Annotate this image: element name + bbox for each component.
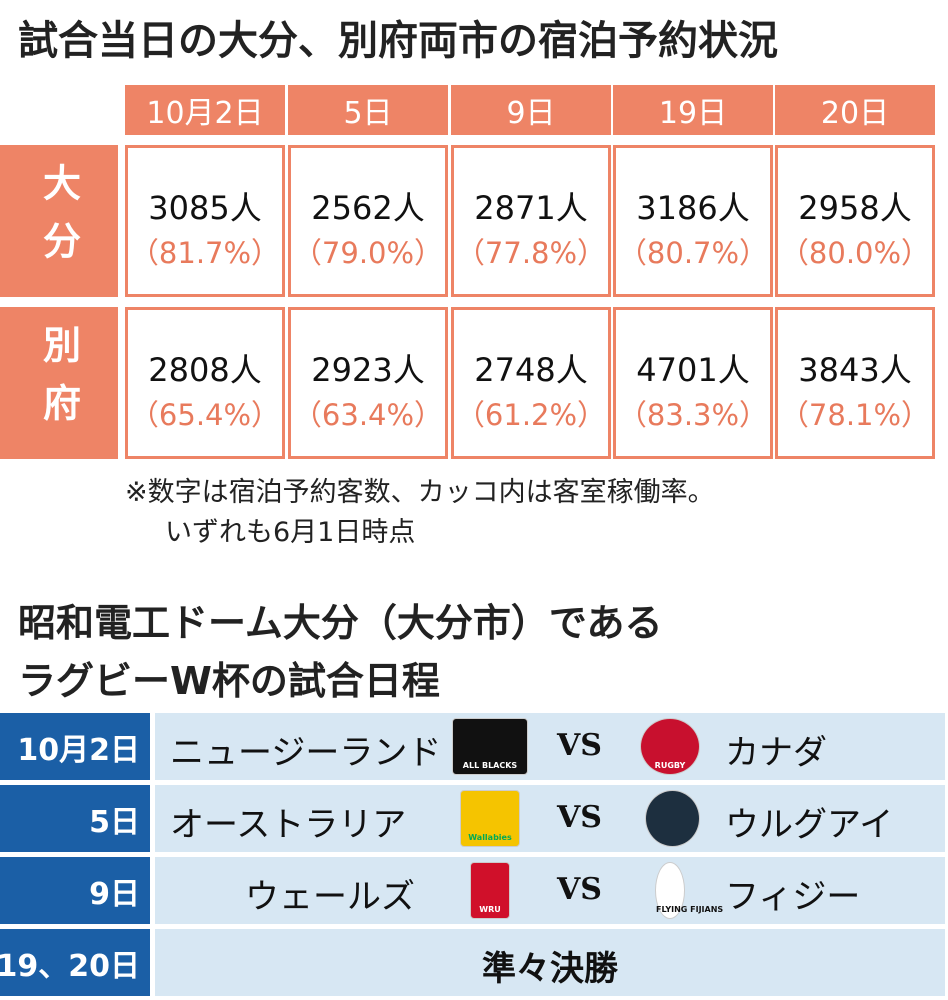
table-cell: 2958人 （80.0%） xyxy=(775,145,935,297)
logo-text: WRU xyxy=(479,905,501,914)
match-date: 19、20日 xyxy=(0,929,150,996)
occupancy-rate: （78.1%） xyxy=(779,398,931,432)
logo-text: FLYING FIJIANS xyxy=(656,905,724,914)
section-title: 昭和電工ドーム大分（大分市）である xyxy=(18,601,663,645)
guest-count: 3186人 xyxy=(636,189,750,227)
occupancy-rate: （77.8%） xyxy=(455,236,607,270)
row-label: 大分 xyxy=(0,145,118,297)
guest-count: 3085人 xyxy=(148,189,262,227)
table-cell: 2808人 （65.4%） xyxy=(125,307,285,459)
match-row: オーストラリア VS ウルグアイ Wallabies xyxy=(155,785,945,852)
guest-count: 2923人 xyxy=(311,351,425,389)
note: いずれも6月1日時点 xyxy=(165,517,416,548)
occupancy-rate: （61.2%） xyxy=(455,398,607,432)
team: ウェールズ xyxy=(245,877,415,917)
title: 試合当日の大分、別府両市の宿泊予約状況 xyxy=(18,18,778,64)
match-date: 5日 xyxy=(0,785,150,852)
vs: VS xyxy=(557,872,602,907)
guest-count: 2958人 xyxy=(798,189,912,227)
team-logo: WRU xyxy=(470,862,510,919)
row-label: 別府 xyxy=(0,307,118,459)
table-cell: 2923人 （63.4%） xyxy=(288,307,448,459)
match-row: ウェールズ VS フィジー WRU FLYING FIJIANS xyxy=(155,857,945,924)
team: フィジー xyxy=(725,877,861,917)
team-logo xyxy=(645,790,700,847)
guest-count: 2808人 xyxy=(148,351,262,389)
occupancy-rate: （83.3%） xyxy=(617,398,769,432)
vs: VS xyxy=(557,728,602,763)
occupancy-rate: （80.0%） xyxy=(779,236,931,270)
guest-count: 2562人 xyxy=(311,189,425,227)
occupancy-rate: （63.4%） xyxy=(292,398,444,432)
column-header: 20日 xyxy=(775,85,935,135)
team-logo: FLYING FIJIANS xyxy=(655,862,724,919)
team: ウルグアイ xyxy=(725,805,894,845)
table-cell: 3843人 （78.1%） xyxy=(775,307,935,459)
occupancy-rate: （65.4%） xyxy=(129,398,281,432)
note: ※数字は宿泊予約客数、カッコ内は客室稼働率。 xyxy=(125,477,715,508)
column-header: 5日 xyxy=(288,85,448,135)
occupancy-rate: （79.0%） xyxy=(292,236,444,270)
match-date: 9日 xyxy=(0,857,150,924)
table-cell: 3085人 （81.7%） xyxy=(125,145,285,297)
guest-count: 3843人 xyxy=(798,351,912,389)
match-row: 準々決勝 xyxy=(155,929,945,996)
logo-text: ALL BLACKS xyxy=(462,761,518,770)
match-date: 10月2日 xyxy=(0,713,150,780)
column-header: 19日 xyxy=(613,85,773,135)
team: ニュージーランド xyxy=(170,733,442,773)
team: オーストラリア xyxy=(170,805,407,845)
table-cell: 2562人 （79.0%） xyxy=(288,145,448,297)
table-cell: 2871人 （77.8%） xyxy=(451,145,611,297)
stage: 準々決勝 xyxy=(482,949,618,989)
column-header: 9日 xyxy=(451,85,611,135)
guest-count: 2871人 xyxy=(474,189,588,227)
occupancy-rate: （81.7%） xyxy=(129,236,281,270)
logo-text: Wallabies xyxy=(468,833,512,842)
match-row: ニュージーランド VS カナダ ALL BLACKS RUGBY xyxy=(155,713,945,780)
logo-text: RUGBY xyxy=(654,761,686,770)
table-cell: 2748人 （61.2%） xyxy=(451,307,611,459)
vs: VS xyxy=(557,800,602,835)
table-cell: 3186人 （80.7%） xyxy=(613,145,773,297)
team: カナダ xyxy=(725,733,827,773)
occupancy-rate: （80.7%） xyxy=(617,236,769,270)
table-cell: 4701人 （83.3%） xyxy=(613,307,773,459)
section-title: ラグビーW杯の試合日程 xyxy=(18,659,440,703)
team-logo: ALL BLACKS xyxy=(452,718,528,775)
team-logo: RUGBY xyxy=(640,718,700,775)
guest-count: 2748人 xyxy=(474,351,588,389)
team-logo: Wallabies xyxy=(460,790,520,847)
guest-count: 4701人 xyxy=(636,351,750,389)
column-header: 10月2日 xyxy=(125,85,285,135)
